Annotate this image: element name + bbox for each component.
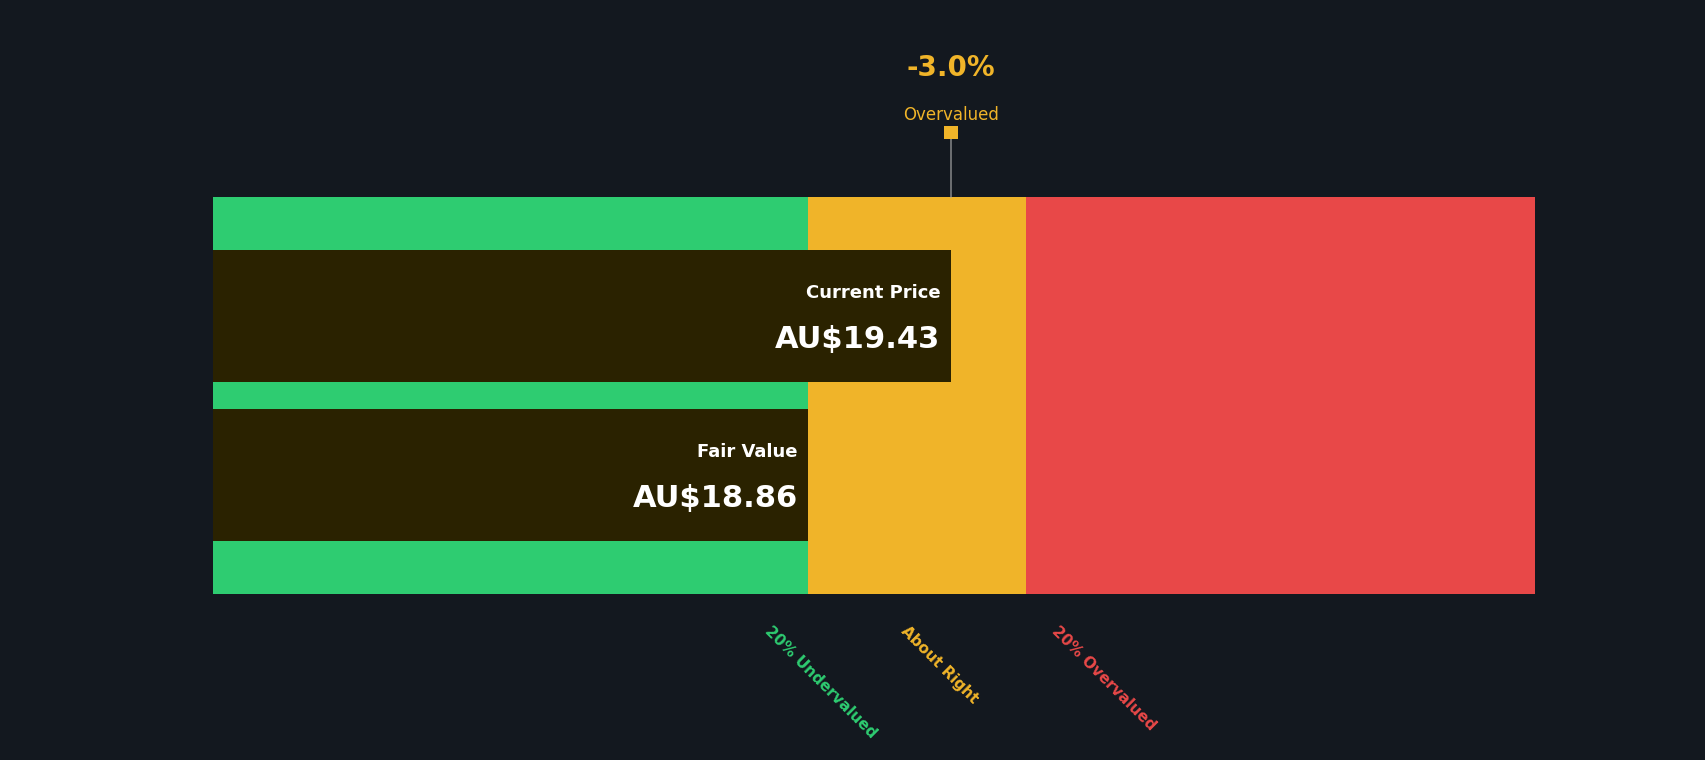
Bar bbox=[213, 409, 808, 541]
Bar bbox=[945, 125, 957, 138]
Text: Fair Value: Fair Value bbox=[697, 442, 798, 461]
Bar bbox=[808, 409, 1026, 541]
Text: AU$19.43: AU$19.43 bbox=[774, 325, 939, 354]
Bar bbox=[213, 249, 950, 382]
Bar bbox=[808, 197, 1026, 249]
Bar bbox=[808, 382, 1026, 409]
Bar bbox=[213, 541, 808, 594]
Text: 20% Overvalued: 20% Overvalued bbox=[1049, 624, 1158, 733]
Bar bbox=[1026, 382, 1534, 409]
Bar bbox=[213, 197, 808, 249]
Text: Current Price: Current Price bbox=[805, 283, 939, 302]
Bar bbox=[213, 409, 808, 541]
Bar bbox=[1026, 409, 1534, 541]
Text: Overvalued: Overvalued bbox=[902, 106, 999, 124]
Bar bbox=[213, 249, 808, 382]
Text: AU$18.86: AU$18.86 bbox=[633, 484, 798, 513]
Text: 20% Undervalued: 20% Undervalued bbox=[762, 624, 880, 741]
Bar bbox=[808, 541, 1026, 594]
Text: -3.0%: -3.0% bbox=[905, 55, 994, 82]
Bar bbox=[808, 249, 1026, 382]
Text: About Right: About Right bbox=[897, 624, 980, 707]
Bar bbox=[213, 382, 808, 409]
Bar bbox=[1026, 249, 1534, 382]
Bar bbox=[1026, 197, 1534, 249]
Bar bbox=[1026, 541, 1534, 594]
